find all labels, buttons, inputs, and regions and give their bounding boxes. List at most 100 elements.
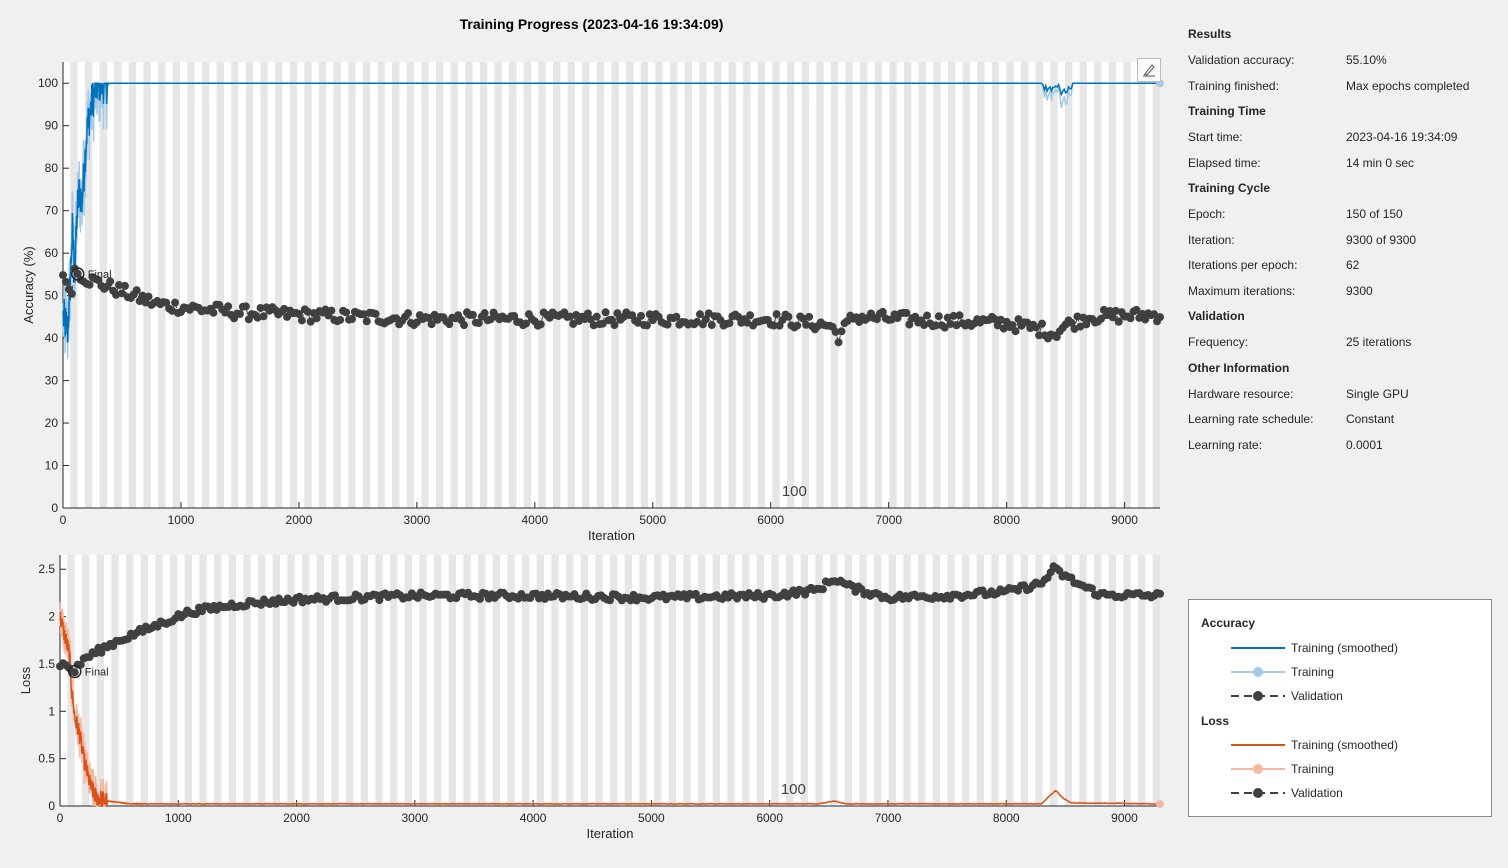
epoch-band bbox=[830, 62, 839, 508]
x-tick-label: 8000 bbox=[993, 811, 1020, 825]
validation-point bbox=[818, 585, 827, 594]
validation-point bbox=[837, 327, 846, 336]
validation-point bbox=[427, 320, 436, 329]
epoch-band bbox=[947, 62, 956, 508]
y-tick-label: 90 bbox=[45, 119, 59, 133]
info-value: Single GPU bbox=[1346, 386, 1409, 401]
chart-title: Training Progress (2023-04-16 19:34:09) bbox=[459, 16, 724, 32]
validation-point bbox=[1014, 315, 1023, 324]
epoch-band bbox=[1108, 555, 1116, 806]
epoch-band bbox=[595, 555, 603, 806]
epoch-band bbox=[140, 555, 148, 806]
epoch-band bbox=[143, 62, 151, 508]
validation-point bbox=[475, 594, 484, 603]
validation-point bbox=[848, 581, 857, 590]
validation-point bbox=[940, 323, 949, 332]
epoch-band bbox=[507, 555, 515, 806]
validation-point bbox=[321, 305, 330, 314]
accuracy-plot[interactable]: 1000 1000 2000 3000 4000 5000 6000 7000 8000 9000… bbox=[0, 0, 1170, 550]
validation-point bbox=[474, 319, 483, 328]
epoch-band bbox=[243, 555, 251, 806]
epoch-label: 100 bbox=[781, 781, 806, 798]
validation-point bbox=[192, 610, 201, 619]
epoch-band bbox=[551, 555, 559, 806]
validation-point bbox=[460, 321, 469, 330]
info-row: Iteration: 9300 of 9300 bbox=[1188, 232, 1498, 258]
validation-point bbox=[1038, 319, 1047, 328]
loss-plot[interactable]: 1000 1000 2000 3000 4000 5000 6000 7000 8000 9000… bbox=[0, 0, 1170, 868]
epoch-band bbox=[1123, 62, 1131, 508]
validation-point bbox=[115, 281, 124, 290]
epoch-band bbox=[918, 555, 926, 806]
epoch-band bbox=[1079, 62, 1087, 508]
validation-point bbox=[955, 311, 964, 320]
validation-point bbox=[162, 298, 171, 307]
validation-point bbox=[1156, 589, 1164, 598]
info-row: Learning rate: 0.0001 bbox=[1188, 437, 1498, 463]
info-key: Elapsed time: bbox=[1188, 155, 1261, 170]
epoch-band bbox=[566, 555, 574, 806]
epoch-band bbox=[1064, 62, 1073, 508]
epoch-band bbox=[757, 62, 766, 508]
validation-point bbox=[521, 319, 530, 328]
epoch-band bbox=[404, 555, 412, 806]
validation-point bbox=[1046, 568, 1055, 577]
y-tick-label: 80 bbox=[45, 161, 59, 175]
x-tick-label: 8000 bbox=[993, 513, 1020, 527]
info-key: Learning rate schedule: bbox=[1188, 412, 1314, 426]
validation-point bbox=[235, 309, 244, 318]
validation-point bbox=[1126, 314, 1135, 323]
validation-point bbox=[610, 321, 619, 330]
y-tick-label: 60 bbox=[45, 246, 59, 260]
info-value: 2023-04-16 19:34:09 bbox=[1346, 130, 1458, 144]
epoch-band bbox=[976, 555, 984, 806]
epoch-band bbox=[624, 555, 632, 806]
epoch-band bbox=[287, 555, 295, 806]
validation-point bbox=[294, 309, 303, 318]
epoch-band bbox=[316, 555, 324, 806]
epoch-band bbox=[611, 62, 619, 508]
validation-point bbox=[1141, 315, 1150, 324]
epoch-band bbox=[1050, 62, 1058, 508]
info-key: Hardware resource: bbox=[1188, 386, 1294, 401]
epoch-band bbox=[421, 62, 429, 508]
info-key: Maximum iterations: bbox=[1188, 283, 1296, 298]
epoch-band bbox=[1006, 62, 1014, 508]
epoch-band bbox=[390, 555, 398, 806]
epoch-band bbox=[1152, 555, 1160, 806]
info-value: 150 of 150 bbox=[1346, 207, 1403, 221]
epoch-band bbox=[1064, 555, 1072, 806]
epoch-band bbox=[348, 62, 356, 508]
epoch-band bbox=[111, 555, 119, 806]
validation-point bbox=[990, 315, 999, 324]
epoch-band bbox=[772, 62, 780, 508]
info-row: Frequency: 25 iterations bbox=[1188, 334, 1498, 360]
validation-point bbox=[769, 321, 778, 330]
y-tick-label: 50 bbox=[45, 289, 59, 303]
validation-point bbox=[120, 281, 129, 290]
epoch-band bbox=[962, 62, 970, 508]
info-key: Training finished: bbox=[1188, 78, 1279, 93]
validation-point bbox=[224, 302, 233, 311]
epoch-band bbox=[728, 62, 736, 508]
epoch-band bbox=[199, 555, 207, 806]
epoch-band bbox=[580, 555, 588, 806]
epoch-band bbox=[228, 555, 236, 806]
epoch-band bbox=[874, 62, 883, 508]
epoch-band bbox=[1152, 62, 1160, 508]
edit-axes-button[interactable] bbox=[1137, 58, 1161, 82]
x-tick-label: 2000 bbox=[283, 811, 310, 825]
validation-point bbox=[342, 308, 351, 317]
epoch-band bbox=[1123, 555, 1131, 806]
x-tick-label: 5000 bbox=[639, 513, 666, 527]
validation-point bbox=[1067, 318, 1076, 327]
epoch-band bbox=[947, 555, 955, 806]
epoch-band bbox=[888, 555, 896, 806]
validation-point bbox=[1087, 584, 1096, 593]
epoch-band bbox=[158, 62, 166, 508]
epoch-band bbox=[377, 62, 385, 508]
epoch-band bbox=[245, 62, 254, 508]
validation-point bbox=[70, 668, 79, 677]
epoch-band bbox=[260, 62, 268, 508]
validation-point bbox=[297, 316, 306, 325]
